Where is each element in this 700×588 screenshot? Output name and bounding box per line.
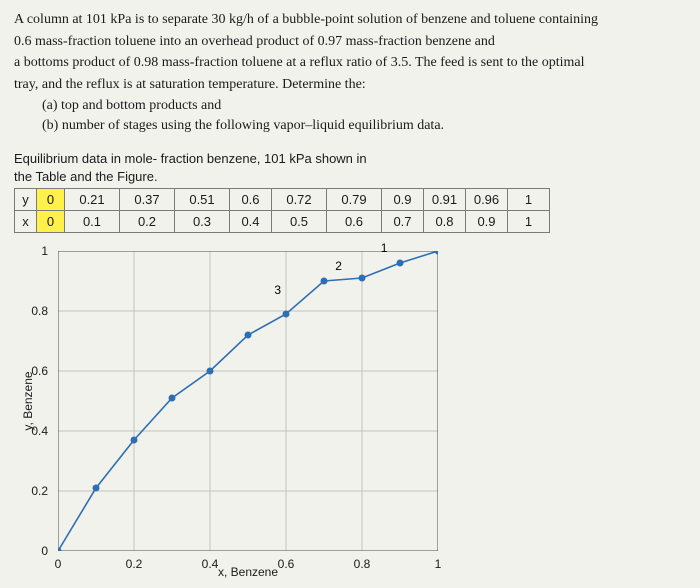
- chart-y-axis-label: y, Benzene: [21, 371, 35, 430]
- table-caption: Equilibrium data in mole- fraction benze…: [14, 150, 686, 186]
- chart-annotation: 3: [274, 283, 281, 297]
- problem-line: a bottoms product of 0.98 mass-fraction …: [14, 53, 686, 73]
- equilibrium-chart: y, Benzene x, Benzene 00.20.40.60.8100.2…: [58, 251, 438, 551]
- table-cell: 0.37: [120, 188, 175, 210]
- chart-x-axis-label: x, Benzene: [218, 565, 278, 579]
- chart-annotation: 1: [381, 241, 388, 255]
- table-cell: 0.3: [175, 210, 230, 232]
- chart-y-tick: 0.2: [31, 484, 48, 498]
- table-row-x: x 0 0.1 0.2 0.3 0.4 0.5 0.6 0.7 0.8 0.9 …: [15, 210, 550, 232]
- table-cell: 0.9: [382, 188, 424, 210]
- x-zero-cell: 0: [37, 210, 65, 232]
- table-cell: 0.4: [230, 210, 272, 232]
- chart-x-tick: 0.6: [278, 557, 295, 571]
- table-cell: 0.6: [327, 210, 382, 232]
- x-row-header: x: [15, 210, 37, 232]
- chart-y-tick: 1: [41, 244, 48, 258]
- equilibrium-table: y 0 0.21 0.37 0.51 0.6 0.72 0.79 0.9 0.9…: [14, 188, 550, 233]
- table-cell: 0.51: [175, 188, 230, 210]
- chart-x-tick: 1: [435, 557, 442, 571]
- y-zero-cell: 0: [37, 188, 65, 210]
- table-cell: 0.5: [272, 210, 327, 232]
- table-cell: 0.79: [327, 188, 382, 210]
- chart-x-tick: 0: [55, 557, 62, 571]
- problem-line: A column at 101 kPa is to separate 30 kg…: [14, 10, 686, 30]
- table-cell: 0.8: [424, 210, 466, 232]
- table-cell: 0.6: [230, 188, 272, 210]
- y-row-header: y: [15, 188, 37, 210]
- chart-y-tick: 0.4: [31, 424, 48, 438]
- chart-y-tick: 0.6: [31, 364, 48, 378]
- table-cell: 0.21: [65, 188, 120, 210]
- table-cell: 0.7: [382, 210, 424, 232]
- chart-x-tick: 0.4: [202, 557, 219, 571]
- problem-part-a: (a) top and bottom products and: [42, 96, 686, 116]
- table-cell: 0.9: [466, 210, 508, 232]
- caption-line: the Table and the Figure.: [14, 168, 686, 186]
- table-cell: 0.72: [272, 188, 327, 210]
- chart-y-tick: 0: [41, 544, 48, 558]
- chart-svg: [58, 251, 438, 551]
- table-cell: 0.91: [424, 188, 466, 210]
- chart-x-tick: 0.8: [354, 557, 371, 571]
- table-row-y: y 0 0.21 0.37 0.51 0.6 0.72 0.79 0.9 0.9…: [15, 188, 550, 210]
- problem-line: tray, and the reflux is at saturation te…: [14, 75, 686, 95]
- table-cell: 1: [508, 210, 550, 232]
- table-cell: 0.96: [466, 188, 508, 210]
- chart-x-tick: 0.2: [126, 557, 143, 571]
- problem-part-b: (b) number of stages using the following…: [42, 116, 686, 136]
- chart-y-tick: 0.8: [31, 304, 48, 318]
- table-cell: 0.2: [120, 210, 175, 232]
- table-cell: 0.1: [65, 210, 120, 232]
- chart-annotation: 2: [335, 259, 342, 273]
- caption-line: Equilibrium data in mole- fraction benze…: [14, 150, 686, 168]
- table-cell: 1: [508, 188, 550, 210]
- problem-line: 0.6 mass-fraction toluene into an overhe…: [14, 32, 686, 52]
